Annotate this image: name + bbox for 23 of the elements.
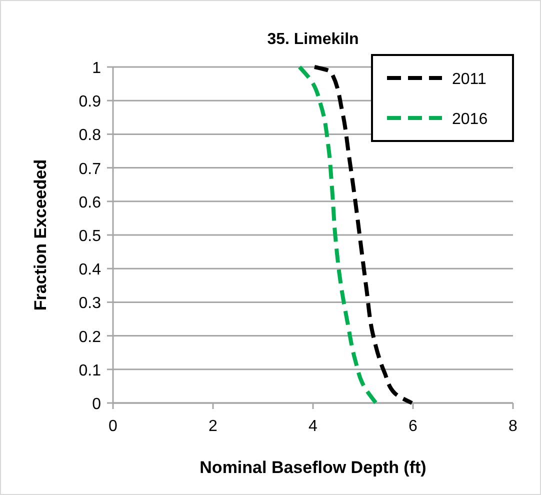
x-axis-title: Nominal Baseflow Depth (ft) bbox=[200, 458, 426, 477]
legend-label: 2016 bbox=[452, 111, 488, 128]
x-tick-label: 8 bbox=[508, 418, 518, 435]
y-tick-label: 0.7 bbox=[78, 160, 102, 178]
y-tick-label: 0.1 bbox=[78, 362, 102, 380]
line-series bbox=[298, 65, 378, 405]
y-tick-label: 0.4 bbox=[78, 262, 102, 279]
x-tick-label: 4 bbox=[308, 418, 318, 435]
x-tick-label: 0 bbox=[108, 418, 118, 435]
y-tick-label: 0.2 bbox=[78, 328, 102, 346]
y-tick-label: 0.9 bbox=[78, 94, 102, 111]
y-axis-title: Fraction Exceeded bbox=[31, 159, 50, 311]
y-tick-label: 1 bbox=[92, 60, 102, 77]
y-tick-label: 0 bbox=[92, 396, 102, 413]
y-tick-label: 0.8 bbox=[78, 127, 102, 144]
y-tick-label: 0.6 bbox=[78, 194, 102, 212]
line-series bbox=[312, 65, 414, 405]
x-tick-label: 6 bbox=[408, 418, 418, 435]
y-tick-label: 0.3 bbox=[78, 295, 102, 312]
x-tick-label: 2 bbox=[208, 418, 218, 435]
legend-label: 2011 bbox=[452, 71, 487, 88]
chart-title: 35. Limekiln bbox=[267, 31, 359, 48]
y-tick-label: 0.5 bbox=[78, 228, 102, 245]
